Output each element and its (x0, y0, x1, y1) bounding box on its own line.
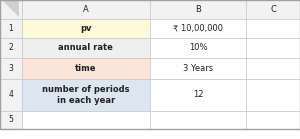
Bar (0, 58, 22, 79)
Bar (0, 0, 22, 19)
Bar (246, 111, 300, 129)
Bar (150, 111, 246, 129)
Bar (246, 58, 300, 79)
Bar (0, 111, 22, 129)
Bar (150, 19, 246, 38)
Bar (22, 111, 150, 129)
Bar (246, 19, 300, 38)
Polygon shape (3, 1, 19, 17)
Bar (22, 0, 150, 19)
Text: number of periods
in each year: number of periods in each year (42, 85, 130, 105)
Bar (246, 38, 300, 58)
Text: A: A (83, 5, 89, 14)
Text: 5: 5 (8, 115, 13, 124)
Text: time: time (75, 64, 97, 73)
Bar (22, 19, 150, 38)
Bar (150, 58, 246, 79)
Bar (246, 0, 300, 19)
Text: 2: 2 (8, 44, 13, 52)
Text: C: C (270, 5, 276, 14)
Bar (0, 38, 22, 58)
Bar (22, 58, 150, 79)
Text: annual rate: annual rate (58, 44, 113, 52)
Bar (0, 19, 22, 38)
Bar (246, 79, 300, 111)
Bar (22, 38, 150, 58)
Bar (0, 79, 22, 111)
Text: 4: 4 (8, 90, 13, 99)
Text: ₹ 10,00,000: ₹ 10,00,000 (173, 24, 223, 33)
Text: 3 Years: 3 Years (183, 64, 213, 73)
Text: 1: 1 (8, 24, 13, 33)
Bar (150, 79, 246, 111)
Text: 10%: 10% (189, 44, 207, 52)
Bar (150, 38, 246, 58)
Bar (22, 79, 150, 111)
Bar (150, 0, 246, 19)
Text: pv: pv (80, 24, 92, 33)
Text: 3: 3 (8, 64, 13, 73)
Text: 12: 12 (193, 90, 203, 99)
Text: B: B (195, 5, 201, 14)
